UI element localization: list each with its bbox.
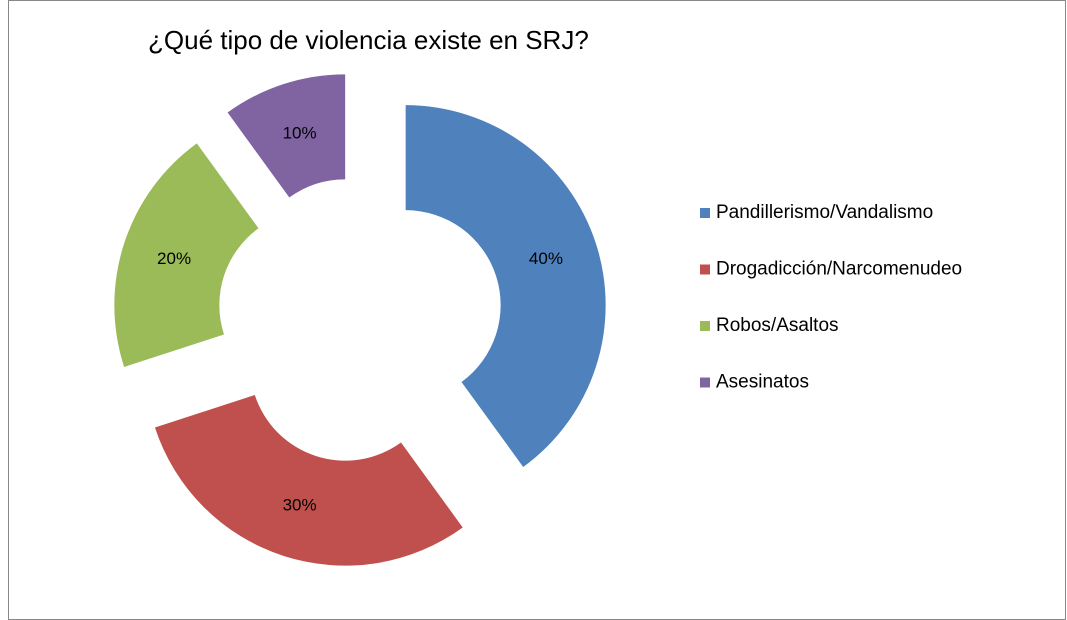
legend-swatch <box>700 377 710 388</box>
data-label: 40% <box>529 249 563 268</box>
data-label: 10% <box>283 124 317 143</box>
legend-swatch <box>700 321 710 331</box>
legend-label: Pandillerismo/Vandalismo <box>716 202 933 223</box>
legend-swatch <box>700 208 710 218</box>
legend-label: Robos/Asaltos <box>716 315 839 336</box>
legend-label: Drogadicción/Narcomenudeo <box>716 259 962 280</box>
slice <box>114 143 259 367</box>
slice <box>405 105 606 467</box>
data-label: 20% <box>157 249 191 268</box>
legend-label: Asesinatos <box>716 372 809 393</box>
data-label: 30% <box>283 495 317 514</box>
slice <box>154 395 463 566</box>
slice <box>227 74 346 198</box>
legend-swatch <box>700 264 710 275</box>
chart-title: ¿Qué tipo de violencia existe en SRJ? <box>148 25 589 55</box>
